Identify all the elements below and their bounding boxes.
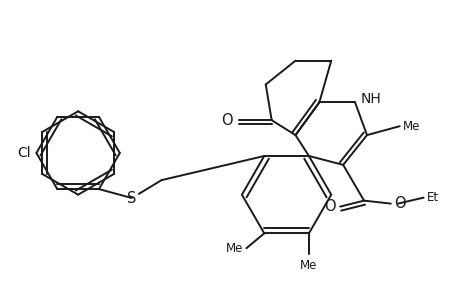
Text: Cl: Cl	[17, 146, 30, 160]
Text: Me: Me	[300, 259, 317, 272]
Text: Me: Me	[402, 120, 419, 133]
Text: O: O	[323, 199, 335, 214]
Text: O: O	[221, 113, 232, 128]
Text: NH: NH	[360, 92, 381, 106]
Text: Me: Me	[225, 242, 243, 255]
Text: O: O	[393, 196, 404, 211]
Text: Et: Et	[425, 191, 438, 204]
Text: S: S	[127, 190, 136, 206]
